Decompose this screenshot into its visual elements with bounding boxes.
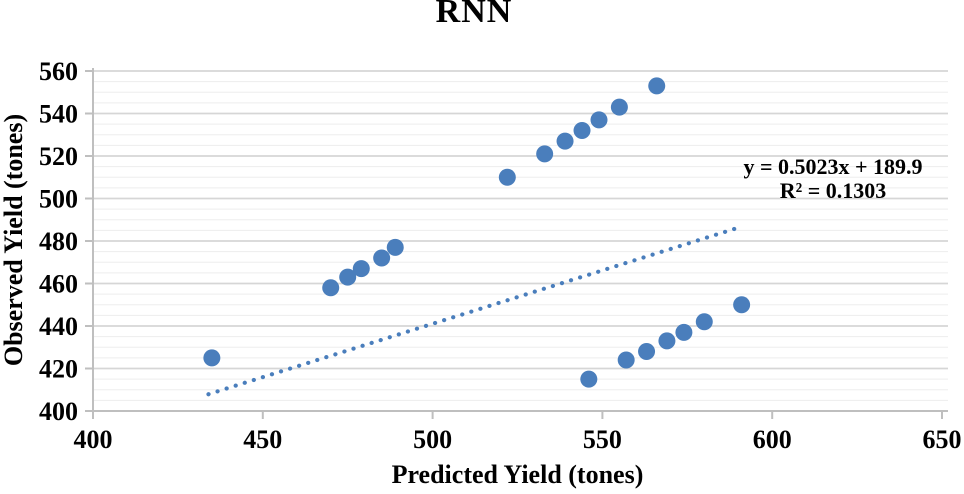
data-point (373, 249, 391, 267)
data-point (638, 343, 656, 360)
x-tick-label: 600 (753, 425, 792, 454)
data-point (203, 349, 221, 367)
x-tick-label: 550 (583, 425, 622, 454)
y-tick-label: 560 (39, 57, 78, 86)
y-tick-label: 520 (39, 142, 78, 171)
r-squared-line: R² = 0.1303 (779, 178, 887, 203)
y-axis-title: Observed Yield (tones) (0, 113, 28, 367)
y-tick-label: 460 (39, 270, 78, 299)
data-point (580, 370, 598, 388)
y-tick-label: 500 (39, 185, 78, 214)
equation-line: y = 0.5023x + 189.9 (743, 154, 923, 179)
y-tick-label: 400 (39, 397, 78, 426)
data-point (617, 351, 635, 369)
trendline-equation: y = 0.5023x + 189.9 R² = 0.1303 (711, 155, 955, 203)
y-tick-label: 420 (39, 355, 78, 384)
data-point (322, 279, 340, 297)
data-point (352, 260, 370, 278)
x-axis-title: Predicted Yield (tones) (391, 460, 644, 489)
data-point (675, 323, 693, 341)
data-point (590, 111, 608, 129)
data-point (733, 296, 751, 314)
y-tick-label: 480 (39, 227, 78, 256)
x-tick-label: 500 (413, 425, 452, 454)
data-point (536, 145, 554, 163)
data-point (386, 238, 404, 256)
y-tick-label: 440 (39, 312, 78, 341)
data-point (695, 313, 713, 331)
data-point (573, 122, 591, 139)
x-tick-label: 650 (923, 425, 962, 454)
y-tick-label: 540 (39, 100, 78, 129)
chart-title: RNN (435, 0, 513, 30)
data-point (339, 268, 357, 286)
trendline-dotted (206, 224, 744, 397)
data-point (610, 98, 628, 116)
data-point (658, 332, 676, 350)
data-point (498, 168, 516, 186)
data-point (556, 132, 574, 150)
x-tick-label: 450 (243, 425, 282, 454)
x-tick-label: 400 (74, 425, 113, 454)
data-point (648, 77, 666, 95)
